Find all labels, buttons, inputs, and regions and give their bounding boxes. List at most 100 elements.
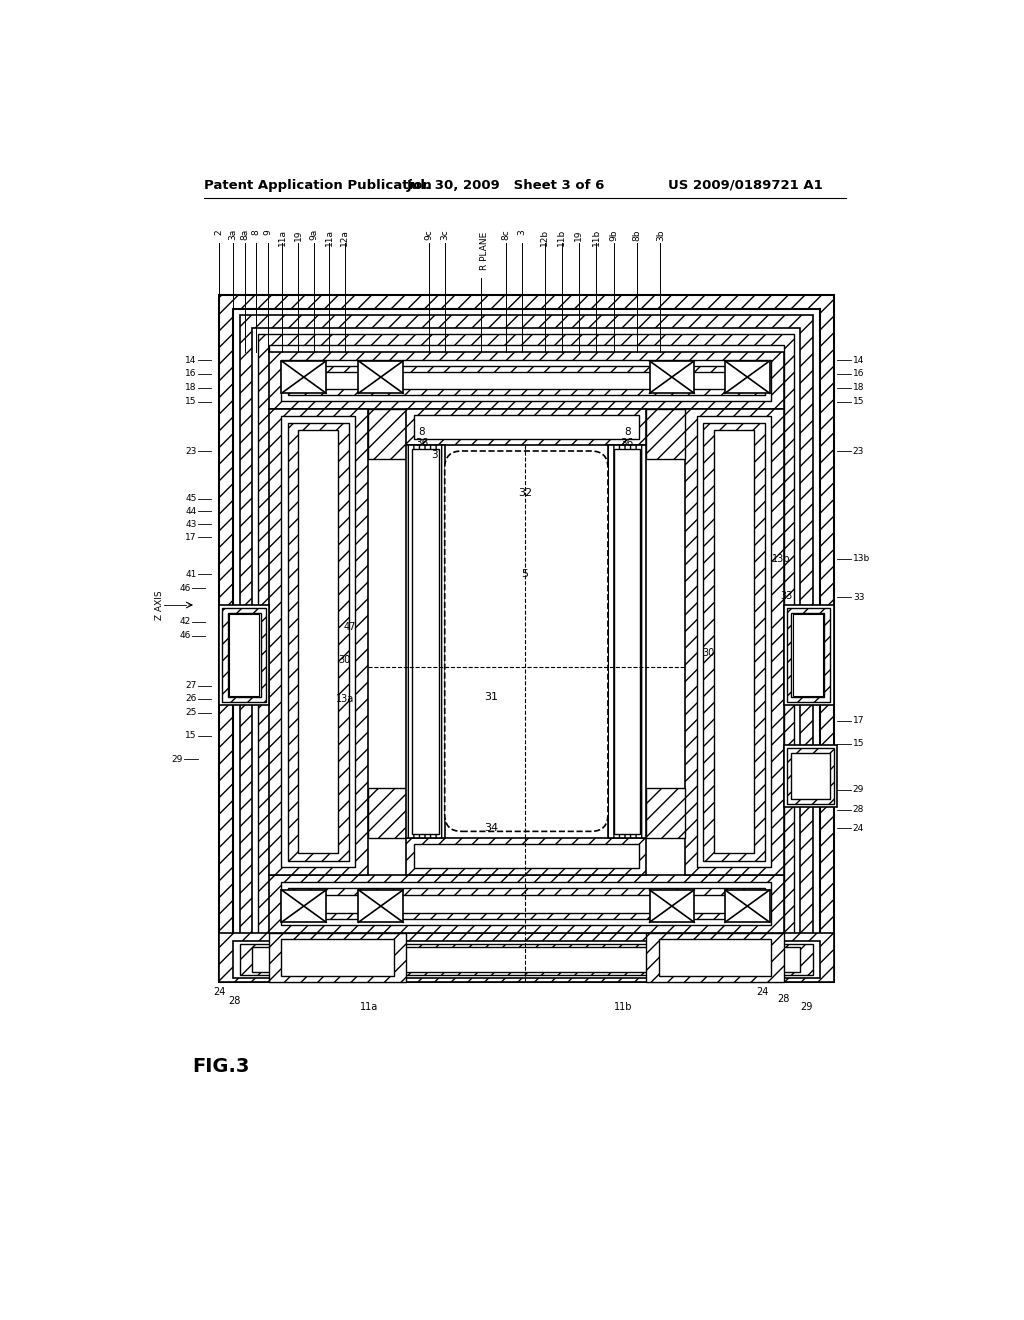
Text: 8a: 8a	[240, 230, 249, 240]
Text: 14: 14	[853, 355, 864, 364]
Bar	[258, 334, 795, 944]
Bar	[288, 422, 349, 861]
Text: 17: 17	[185, 533, 197, 541]
Text: 29: 29	[853, 785, 864, 795]
Bar	[288, 888, 765, 919]
Bar	[368, 409, 407, 459]
Bar	[219, 933, 834, 982]
Text: 8c: 8c	[502, 230, 511, 240]
Text: 11b: 11b	[592, 230, 601, 247]
Text: 27: 27	[185, 681, 197, 690]
Bar	[269, 875, 783, 933]
Text: 3: 3	[517, 230, 526, 235]
Text: 8: 8	[252, 230, 260, 235]
Bar	[240, 315, 813, 962]
Text: 3: 3	[431, 450, 438, 459]
Text: 18: 18	[185, 383, 197, 392]
Bar	[219, 296, 834, 982]
Bar	[269, 352, 783, 409]
Bar	[786, 748, 835, 804]
FancyBboxPatch shape	[444, 451, 608, 832]
Bar	[714, 430, 755, 853]
Bar	[282, 940, 394, 977]
Text: US 2009/0189721 A1: US 2009/0189721 A1	[668, 178, 822, 191]
Bar	[407, 409, 646, 445]
Text: 34: 34	[484, 824, 498, 833]
Text: 24: 24	[853, 824, 864, 833]
Text: 46: 46	[179, 583, 190, 593]
Bar	[269, 933, 407, 982]
Text: 11a: 11a	[325, 230, 334, 247]
Text: 3c: 3c	[440, 230, 450, 240]
Text: Jul. 30, 2009   Sheet 3 of 6: Jul. 30, 2009 Sheet 3 of 6	[407, 178, 604, 191]
Text: FIG.3: FIG.3	[193, 1057, 250, 1077]
Text: 23: 23	[853, 446, 864, 455]
Text: 13b: 13b	[772, 554, 791, 564]
Bar	[703, 422, 765, 861]
Text: 9a: 9a	[309, 230, 318, 240]
Bar	[358, 890, 403, 923]
Bar	[297, 372, 756, 388]
Bar	[414, 845, 639, 869]
Bar	[685, 409, 783, 875]
Text: 29: 29	[801, 1002, 813, 1012]
Bar	[786, 609, 830, 702]
Bar	[413, 449, 438, 834]
Bar	[792, 612, 824, 697]
Bar	[269, 345, 783, 933]
Text: 23: 23	[185, 446, 197, 455]
Bar	[282, 416, 355, 867]
Text: Z AXIS: Z AXIS	[156, 590, 164, 620]
Text: 11b: 11b	[557, 230, 566, 247]
Text: 36: 36	[415, 438, 428, 449]
Bar	[229, 614, 259, 696]
Bar	[252, 327, 801, 950]
Bar	[414, 414, 639, 438]
Text: R PLANE: R PLANE	[480, 232, 489, 271]
Text: 47: 47	[344, 622, 356, 631]
Text: 3b: 3b	[655, 230, 665, 240]
Bar	[725, 360, 770, 393]
Bar	[646, 933, 783, 982]
Text: 36: 36	[621, 438, 634, 449]
Text: 24: 24	[213, 986, 225, 997]
Text: 12b: 12b	[541, 230, 549, 247]
Text: 9: 9	[263, 230, 272, 235]
Bar	[783, 605, 834, 705]
Bar	[233, 309, 819, 969]
Text: Patent Application Publication: Patent Application Publication	[204, 178, 431, 191]
Bar	[219, 605, 269, 705]
Bar	[407, 445, 444, 838]
Bar	[792, 752, 829, 799]
Text: 28: 28	[777, 994, 790, 1005]
Text: 25: 25	[185, 709, 197, 717]
Text: 9b: 9b	[609, 230, 618, 240]
Bar	[282, 882, 771, 925]
Text: 12a: 12a	[340, 230, 349, 246]
Text: 3a: 3a	[228, 230, 238, 240]
Text: 14: 14	[185, 355, 197, 364]
Bar	[282, 890, 326, 923]
Text: 13a: 13a	[336, 694, 353, 704]
Text: 30: 30	[701, 648, 714, 657]
Text: 18: 18	[853, 383, 864, 392]
Text: 30: 30	[339, 656, 351, 665]
Text: 32: 32	[518, 488, 531, 499]
Bar	[646, 409, 685, 459]
Text: 11b: 11b	[614, 1002, 633, 1012]
Bar	[269, 409, 368, 875]
Bar	[697, 416, 771, 867]
Text: 8b: 8b	[633, 230, 642, 240]
Text: 16: 16	[185, 370, 197, 379]
Text: 5: 5	[521, 569, 528, 579]
Text: 28: 28	[853, 805, 864, 814]
Text: 15: 15	[185, 397, 197, 407]
Bar	[240, 944, 813, 974]
Bar	[649, 360, 694, 393]
Text: 19: 19	[294, 230, 303, 240]
Text: 11a: 11a	[360, 1002, 379, 1012]
Bar	[783, 744, 838, 807]
Text: 8: 8	[624, 426, 631, 437]
Bar	[252, 946, 801, 972]
Text: 33: 33	[853, 593, 864, 602]
